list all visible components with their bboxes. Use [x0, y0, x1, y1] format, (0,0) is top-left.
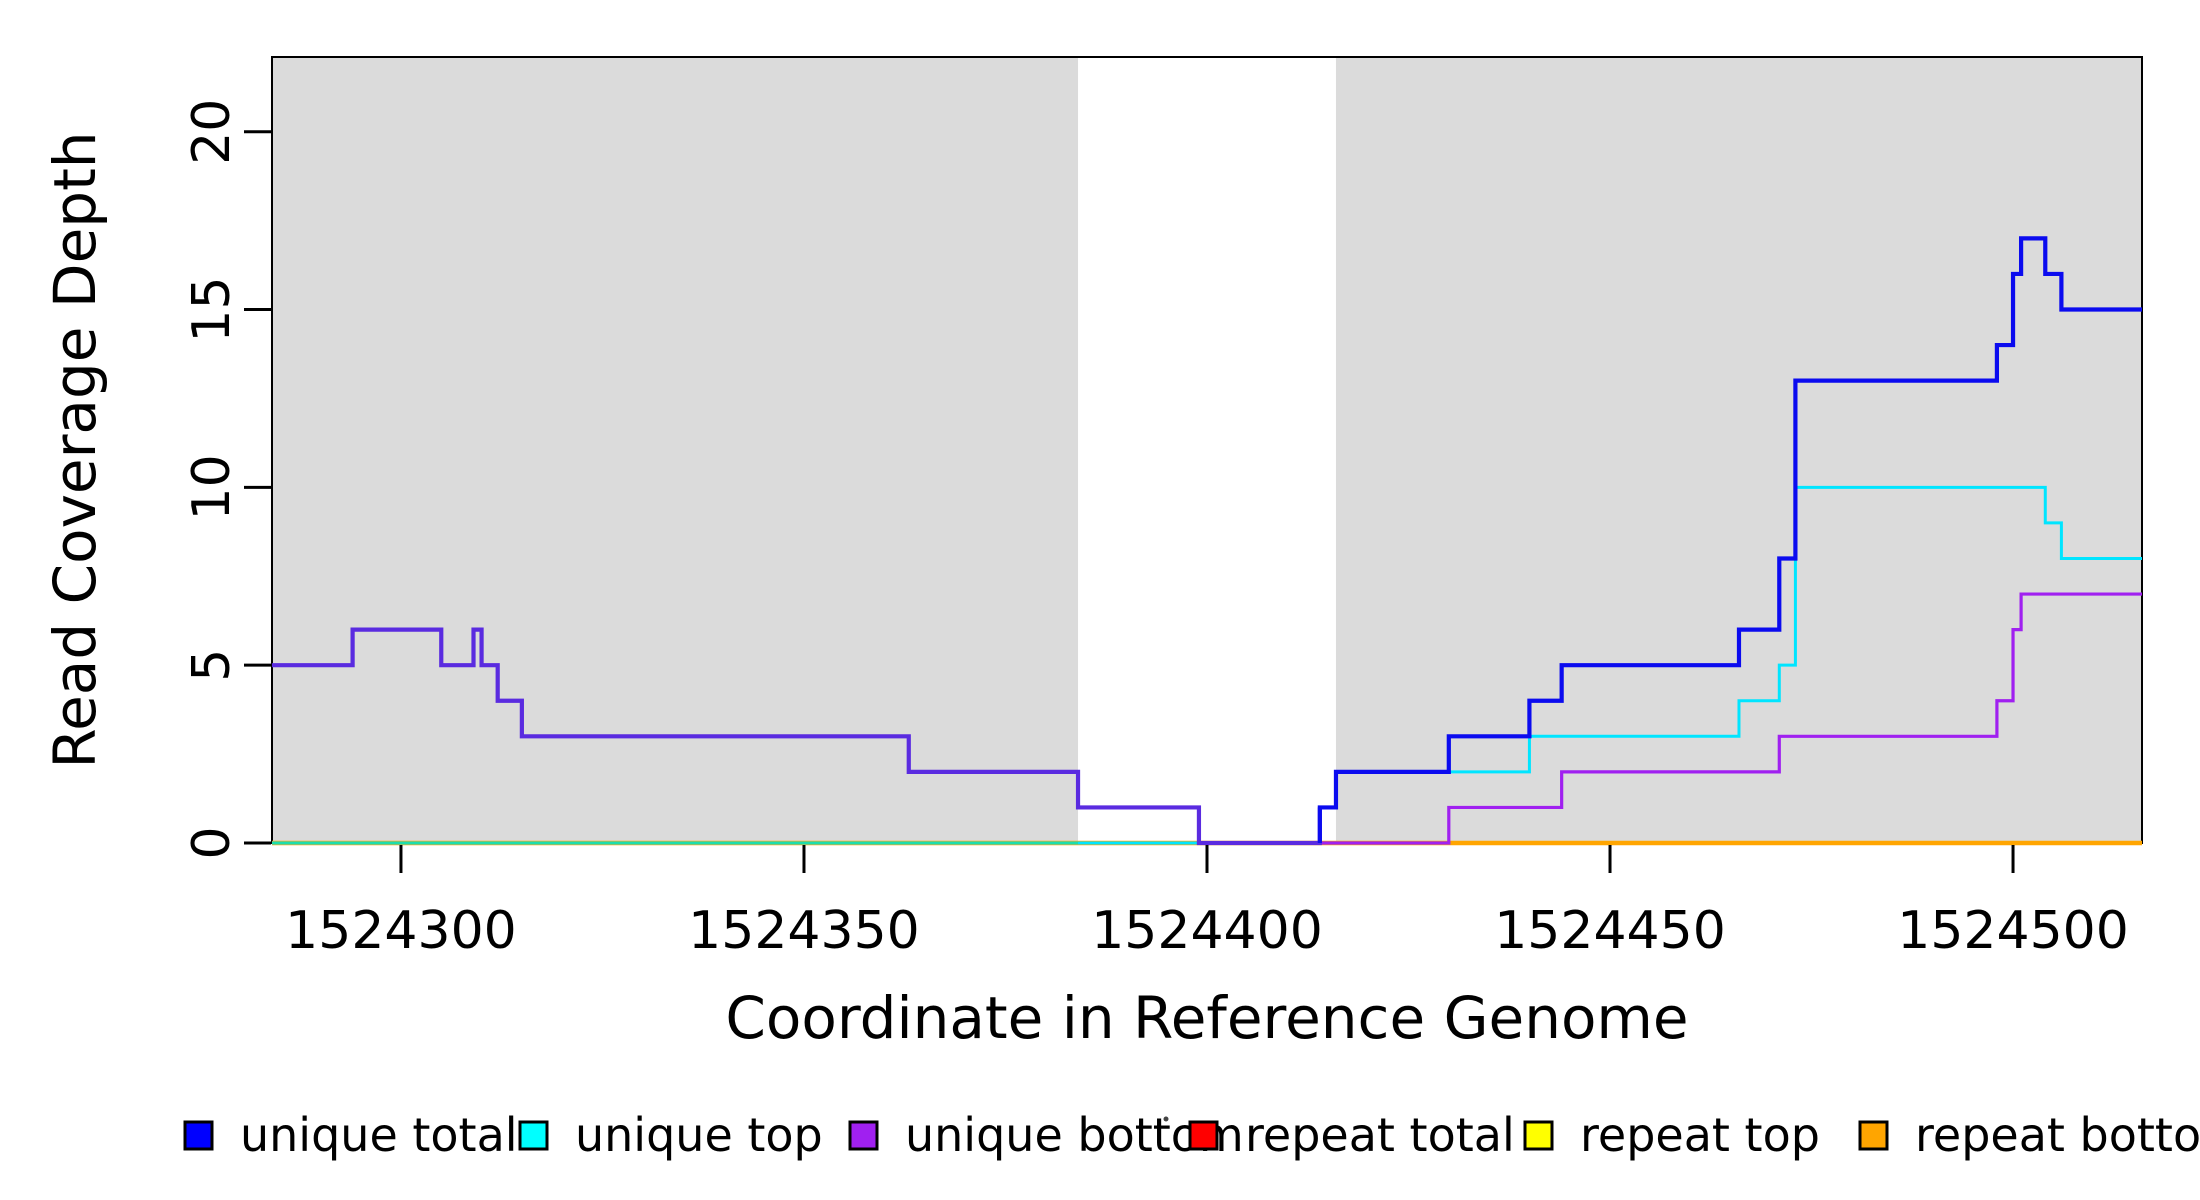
legend-swatch-repeat-top [1523, 1120, 1554, 1151]
unique-total-line-right [1317, 236, 2142, 843]
y-tick-label: 0 [182, 826, 242, 859]
x-axis-title: Coordinate in Reference Genome [725, 984, 1688, 1052]
y-tick-label: 20 [182, 99, 242, 165]
legend-label-unique-total: unique total [240, 1108, 518, 1162]
y-tick-label: 10 [182, 454, 242, 520]
x-tick-label: 1524400 [1091, 901, 1323, 961]
unique-region-left [272, 57, 1079, 843]
x-tick-label: 1524300 [285, 901, 517, 961]
unique-total-line-left [272, 627, 1322, 846]
legend-swatch-unique-bottom [848, 1120, 879, 1151]
legend-label-unique-top: unique top [575, 1108, 823, 1162]
y-tick-label: 5 [182, 649, 242, 682]
legend-swatch-repeat-total [1188, 1120, 1219, 1151]
legend-swatch-unique-total [183, 1120, 214, 1151]
legend-label-repeat-bottom: repeat bottom [1915, 1108, 2200, 1162]
legend-label-unique-bottom: unique bottom [905, 1108, 1244, 1162]
y-axis-title: Read Coverage Depth [41, 131, 109, 768]
x-tick-label: 1524450 [1494, 901, 1726, 961]
y-tick-label: 15 [182, 276, 242, 342]
x-tick-label: 1524350 [688, 901, 920, 961]
x-tick-label: 1524500 [1897, 901, 2129, 961]
legend-swatch-repeat-bottom [1858, 1120, 1889, 1151]
legend-label-repeat-total: repeat total [1245, 1108, 1515, 1162]
legend-label-repeat-top: repeat top [1580, 1108, 1820, 1162]
legend-artifact-dot [1163, 1116, 1169, 1122]
legend-swatch-unique-top [518, 1120, 549, 1151]
